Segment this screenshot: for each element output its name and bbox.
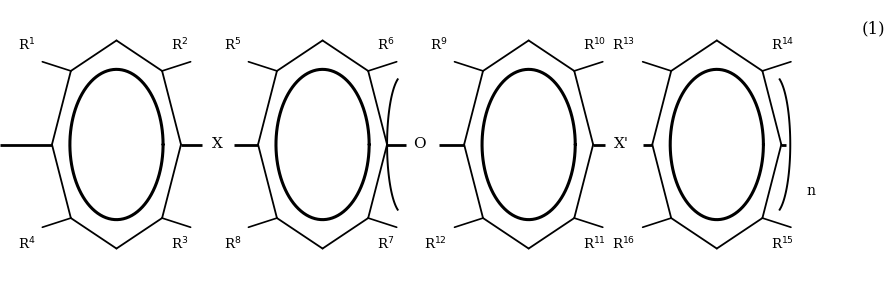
Text: R$^{9}$: R$^{9}$ <box>430 37 447 53</box>
Text: n: n <box>806 184 815 198</box>
Text: R$^{4}$: R$^{4}$ <box>18 236 35 252</box>
Text: R$^{10}$: R$^{10}$ <box>583 37 607 53</box>
Text: R$^{6}$: R$^{6}$ <box>377 37 394 53</box>
Text: R$^{8}$: R$^{8}$ <box>224 236 241 252</box>
Text: R$^{11}$: R$^{11}$ <box>583 236 607 252</box>
Text: R$^{7}$: R$^{7}$ <box>377 236 394 252</box>
Text: X: X <box>212 138 223 151</box>
Text: R$^{5}$: R$^{5}$ <box>224 37 241 53</box>
Text: X': X' <box>614 138 628 151</box>
Text: R$^{2}$: R$^{2}$ <box>171 37 188 53</box>
Text: R$^{15}$: R$^{15}$ <box>771 236 795 252</box>
Text: R$^{3}$: R$^{3}$ <box>171 236 188 252</box>
Text: O: O <box>413 138 426 151</box>
Text: R$^{13}$: R$^{13}$ <box>612 37 635 53</box>
Text: R$^{14}$: R$^{14}$ <box>771 37 795 53</box>
Text: R$^{16}$: R$^{16}$ <box>612 236 635 252</box>
Text: R$^{12}$: R$^{12}$ <box>425 236 447 252</box>
Text: (1): (1) <box>862 21 885 37</box>
Text: R$^{1}$: R$^{1}$ <box>18 37 35 53</box>
